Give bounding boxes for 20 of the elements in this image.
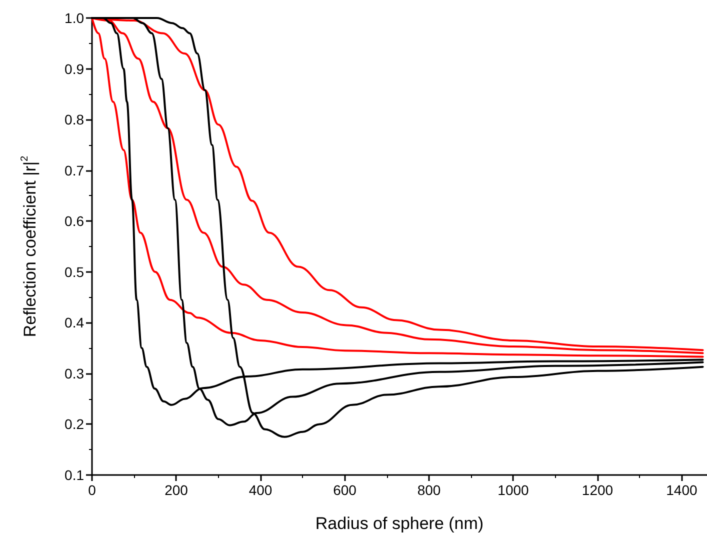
x-tick-label: 200 [164, 482, 188, 498]
x-tick-label: 1400 [666, 482, 698, 498]
y-tick-label: 0.8 [64, 112, 84, 128]
y-axis-title: Reflection coefficient |r|2 [20, 155, 40, 338]
x-tick-label: 1200 [582, 482, 614, 498]
x-tick-label: 0 [88, 482, 96, 498]
x-tick-label: 1000 [498, 482, 530, 498]
x-axis-title: Radius of sphere (nm) [315, 514, 484, 533]
y-tick-label: 0.5 [64, 264, 84, 280]
y-tick-label: 0.1 [64, 467, 84, 483]
x-tick-label: 600 [333, 482, 357, 498]
y-tick-label: 0.6 [64, 213, 84, 230]
y-tick-label: 0.3 [64, 365, 84, 382]
y-tick-label: 1.0 [64, 10, 84, 26]
y-tick-label: 0.2 [64, 416, 84, 432]
y-tick-label: 0.9 [64, 60, 84, 77]
y-tick-label: 0.4 [64, 314, 84, 331]
y-tick-label: 0.7 [64, 162, 84, 178]
x-tick-label: 400 [248, 482, 272, 498]
x-tick-label: 800 [417, 482, 441, 498]
